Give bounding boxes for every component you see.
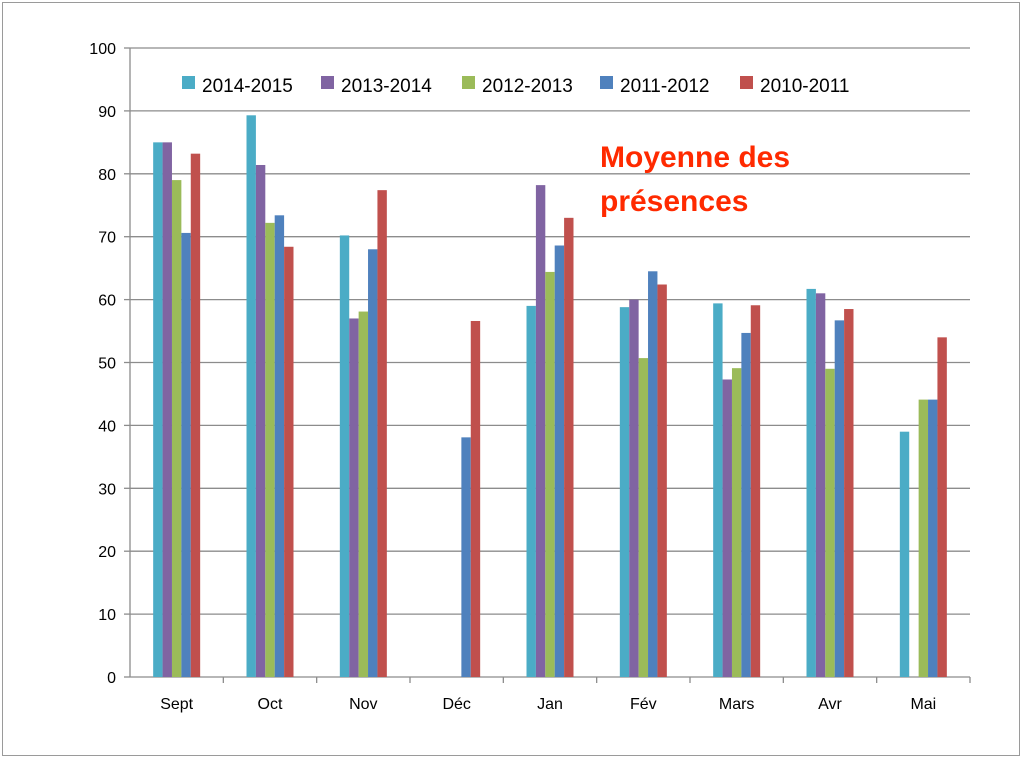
legend-label: 2010-2011 [760, 76, 849, 97]
x-tick-label: Mai [910, 696, 936, 713]
bar-2013-2014-Fév [629, 299, 639, 677]
bars [153, 115, 947, 678]
chart-title-line-2: présences [600, 185, 748, 218]
bar-2010-2011-Jan [564, 217, 574, 677]
legend-swatch [600, 76, 613, 89]
bar-2012-2013-Nov [358, 311, 369, 677]
bar-2014-2015-Jan [526, 305, 536, 677]
bar-2012-2013-Mars [731, 368, 742, 677]
x-tick-label: Déc [442, 696, 470, 713]
bar-2011-2012-Sept [181, 232, 191, 677]
x-tick-label: Sept [160, 696, 193, 713]
bar-2013-2014-Oct [255, 164, 266, 677]
bar-2014-2015-Avr [806, 288, 816, 677]
bar-2010-2011-Déc [470, 320, 481, 677]
y-tick-label: 40 [98, 418, 116, 435]
legend-swatch [182, 76, 195, 89]
bar-2011-2012-Avr [834, 320, 845, 677]
bar-2014-2015-Fév [619, 307, 630, 677]
bar-2014-2015-Sept [153, 142, 163, 678]
legend-label: 2012-2013 [482, 76, 573, 97]
bar-2013-2014-Jan [535, 185, 546, 677]
bar-2013-2014-Sept [162, 142, 172, 678]
bar-2014-2015-Nov [339, 235, 350, 677]
y-tick-label: 60 [98, 293, 116, 310]
bar-2011-2012-Fév [648, 271, 658, 677]
x-tick-label: Jan [537, 696, 563, 713]
legend-swatch [321, 76, 334, 89]
y-tick-label: 0 [107, 670, 116, 687]
bar-2013-2014-Avr [815, 293, 826, 677]
legend-swatch [740, 76, 753, 89]
bar-2014-2015-Oct [246, 115, 256, 678]
y-tick-label: 30 [98, 481, 116, 498]
bar-2012-2013-Fév [638, 358, 649, 677]
bar-2013-2014-Mars [722, 379, 732, 677]
y-tick-label: 50 [98, 356, 116, 373]
y-tick-label: 80 [98, 167, 116, 184]
bar-2014-2015-Mai [899, 431, 910, 677]
bar-2011-2012-Oct [274, 215, 285, 677]
x-tick-label: Mars [719, 696, 755, 713]
bar-2010-2011-Nov [377, 190, 387, 678]
x-tick-label: Oct [258, 696, 283, 713]
y-tick-label: 90 [98, 104, 116, 121]
bar-2011-2012-Nov [368, 249, 378, 677]
y-tick-label: 100 [89, 41, 116, 58]
legend-label: 2011-2012 [620, 76, 709, 97]
legend-label: 2014-2015 [202, 76, 293, 97]
bar-2010-2011-Avr [844, 309, 854, 677]
y-axis-ticks: 0 10 20 30 40 50 60 70 80 90 100 [89, 41, 130, 687]
bar-2013-2014-Nov [349, 318, 359, 677]
legend-swatch [462, 76, 475, 89]
bar-2011-2012-Mars [741, 332, 751, 677]
legend-label: 2013-2014 [341, 76, 432, 97]
bar-2010-2011-Mai [937, 337, 947, 677]
bar-2014-2015-Mars [713, 303, 723, 677]
bar-2011-2012-Jan [554, 245, 565, 678]
bar-2010-2011-Fév [657, 284, 667, 677]
bar-2011-2012-Déc [461, 437, 471, 677]
y-tick-label: 70 [98, 230, 116, 247]
legend: 2014-2015 2013-2014 2012-2013 2011-2012 2010… [182, 76, 849, 97]
chart-title-line-1: Moyenne des [600, 141, 790, 174]
bar-2012-2013-Avr [825, 368, 835, 677]
bar-2011-2012-Mai [928, 399, 938, 677]
bar-2012-2013-Mai [918, 399, 929, 677]
x-tick-label: Nov [349, 696, 377, 713]
y-tick-label: 20 [98, 544, 116, 561]
bar-2010-2011-Sept [190, 153, 201, 677]
bar-2012-2013-Sept [171, 180, 182, 677]
bar-2012-2013-Jan [545, 271, 555, 677]
bar-2012-2013-Oct [265, 222, 275, 677]
chart-title: Moyenne des présences [600, 141, 790, 218]
bar-2010-2011-Oct [284, 246, 294, 678]
x-tick-label: Avr [818, 696, 842, 713]
bar-2010-2011-Mars [750, 305, 761, 677]
y-tick-label: 10 [98, 607, 116, 624]
x-axis-ticks: Sept Oct Nov Déc Jan Fév Mars Avr Mai [160, 677, 971, 713]
x-tick-label: Fév [630, 696, 657, 713]
